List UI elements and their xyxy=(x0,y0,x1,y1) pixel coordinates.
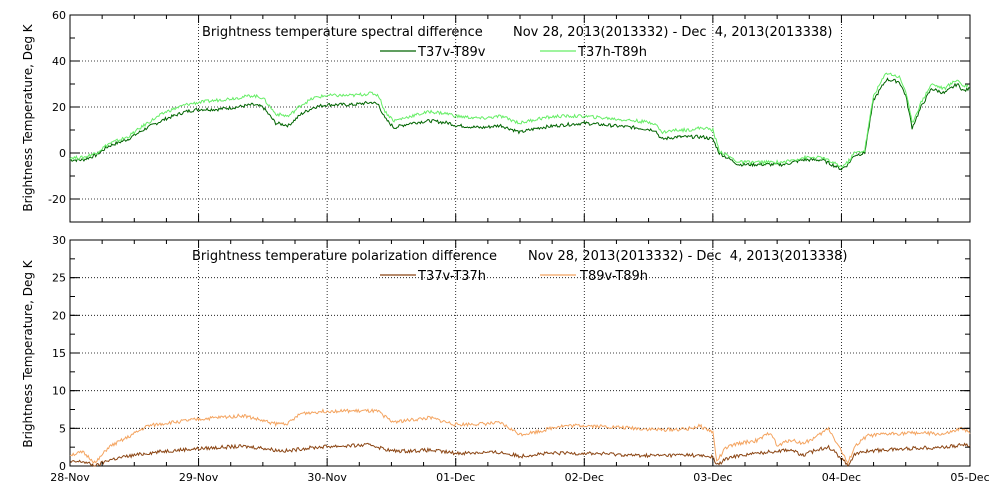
x-tick-label: 29-Nov xyxy=(179,471,219,484)
series-line-t37v-t37h xyxy=(69,442,971,467)
polarization-date-range: Nov 28, 2013(2013332) - Dec 4, 2013(2013… xyxy=(528,249,847,264)
y-tick-label: 30 xyxy=(52,234,66,247)
legend-label-t37v-t37h: T37v-T37h xyxy=(417,269,486,284)
polarization-series-group xyxy=(69,408,971,467)
spectral-x-ticks xyxy=(69,15,971,222)
y-tick-label: 0 xyxy=(59,460,66,473)
series-line-t37h-t89h xyxy=(69,72,970,169)
polarization-chart-title: Brightness temperature polarization diff… xyxy=(192,249,497,264)
y-tick-label: 60 xyxy=(52,9,66,22)
y-tick-label: 15 xyxy=(52,347,66,360)
y-tick-label: -20 xyxy=(48,193,66,206)
spectral-y-ticks: -20 0 20 40 60 xyxy=(48,9,970,223)
polarization-grid xyxy=(70,240,970,466)
y-tick-label: 20 xyxy=(52,309,66,322)
y-tick-label: 40 xyxy=(52,55,66,68)
legend-label-t37h-t89h: T37h-T89h xyxy=(577,45,647,60)
x-tick-label: 01-Dec xyxy=(436,471,475,484)
x-tick-label: 03-Dec xyxy=(693,471,732,484)
spectral-series-group xyxy=(69,72,971,171)
spectral-chart-title: Brightness temperature spectral differen… xyxy=(202,25,483,40)
y-tick-label: 20 xyxy=(52,101,66,114)
polarization-y-axis-label: Brightness Temperature, Deg K xyxy=(21,259,35,447)
spectral-y-axis-label: Brightness Temperature, Deg K xyxy=(21,23,35,211)
x-tick-label: 05-Dec xyxy=(950,471,989,484)
spectral-grid xyxy=(70,15,970,222)
y-tick-label: 0 xyxy=(59,147,66,160)
x-tick-label: 04-Dec xyxy=(822,471,861,484)
y-tick-label: 5 xyxy=(59,422,66,435)
polarization-x-ticks: 28-Nov 29-Nov 30-Nov 01-Dec 02-Dec 03-Dec 04-D… xyxy=(50,240,990,484)
x-tick-label: 28-Nov xyxy=(50,471,90,484)
x-tick-label: 30-Nov xyxy=(307,471,347,484)
polarization-difference-panel: 0 5 10 15 20 25 30 28-Nov 29-Nov 30-Nov 01-Dec 02-… xyxy=(21,234,990,484)
spectral-date-range: Nov 28, 2013(2013332) - Dec 4, 2013(2013… xyxy=(513,25,832,40)
y-tick-label: 25 xyxy=(52,272,66,285)
series-line-t37v-t89v xyxy=(69,77,971,171)
x-tick-label: 02-Dec xyxy=(565,471,604,484)
spectral-difference-panel: -20 0 20 40 60 Brightness temperature spectr… xyxy=(21,9,971,223)
y-tick-label: 10 xyxy=(52,385,66,398)
legend-label-t89v-t89h: T89v-T89h xyxy=(579,269,648,284)
polarization-y-ticks: 0 5 10 15 20 25 30 xyxy=(52,234,970,473)
series-line-t89v-t89h xyxy=(69,408,971,465)
legend-label-t37v-t89v: T37v-T89v xyxy=(417,45,486,60)
spectral-plot-frame xyxy=(69,14,971,223)
